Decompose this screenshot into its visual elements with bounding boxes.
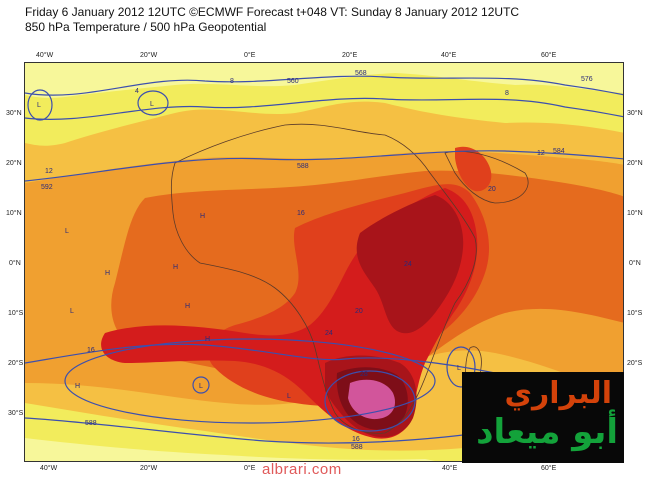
geopotential-cut-off-low	[446, 346, 476, 388]
left-lat-tick: 20°N	[6, 160, 22, 167]
bottom-lon-tick: 60°E	[541, 465, 557, 472]
geopotential-contour-label: 588	[351, 444, 363, 451]
geopotential-contour-label: 584	[553, 148, 565, 155]
left-lat-tick: 10°S	[8, 310, 24, 317]
right-lat-tick: 30°N	[627, 110, 643, 117]
bottom-lon-tick: 0°E	[244, 465, 256, 472]
left-lat-tick: 20°S	[8, 360, 24, 367]
geopotential-contour	[25, 97, 623, 120]
geopotential-contour	[25, 343, 496, 374]
geopotential-cut-off-low	[137, 90, 169, 116]
contour-label-group: 4 8 8 12 12 16 16 16 20 20 24 24 28 588 …	[41, 70, 593, 451]
arabia-coastline	[444, 151, 529, 204]
left-lat-tick: 30°S	[8, 410, 24, 417]
logo-text-line2: أبو ميعاد	[476, 412, 618, 452]
temperature-contour-label: 12	[45, 168, 53, 175]
left-lat-tick: 0°N	[9, 260, 21, 267]
geopotential-inner-ring	[324, 370, 416, 432]
pressure-mark-group: L L H H H L L H H L L L H	[37, 101, 461, 400]
site-url-watermark: albrari.com	[262, 461, 342, 478]
pressure-mark: L	[150, 101, 154, 108]
bottom-lon-tick: 40°E	[442, 465, 458, 472]
temperature-contour-label: 8	[230, 78, 234, 85]
forecast-subtitle: 850 hPa Temperature / 500 hPa Geopotenti…	[25, 20, 267, 34]
right-lat-tick: 20°S	[627, 360, 643, 367]
right-lat-tick: 10°S	[627, 310, 643, 317]
pressure-mark: L	[65, 228, 69, 235]
pressure-mark: H	[185, 303, 190, 310]
top-lon-tick: 40°W	[36, 52, 54, 59]
temperature-band-pale-south	[25, 438, 435, 461]
geopotential-contour	[25, 150, 623, 182]
left-lat-tick: 10°N	[6, 210, 22, 217]
bottom-lon-tick: 20°W	[140, 465, 158, 472]
temperature-contour-label: 24	[404, 261, 412, 268]
temperature-contour-label: 20	[355, 308, 363, 315]
geopotential-cut-off-low	[27, 89, 53, 121]
top-lon-tick: 40°E	[441, 52, 457, 59]
left-lat-tick: 30°N	[6, 110, 22, 117]
top-lon-tick: 20°E	[342, 52, 358, 59]
top-lon-tick: 0°E	[244, 52, 256, 59]
geopotential-contour-label: 588	[297, 163, 309, 170]
geopotential-contour-label: 588	[85, 420, 97, 427]
geopotential-contour	[25, 75, 623, 96]
map-header: Friday 6 January 2012 12UTC ©ECMWF Forec…	[25, 5, 519, 35]
geopotential-contour-label: 568	[355, 70, 367, 77]
temperature-band-pale-north	[25, 63, 623, 98]
geopotential-contours	[25, 75, 623, 444]
bottom-lon-tick: 40°W	[40, 465, 58, 472]
pressure-mark: H	[75, 383, 80, 390]
pressure-mark: L	[287, 393, 291, 400]
geopotential-cut-off-low	[192, 376, 210, 394]
pressure-mark: H	[105, 270, 110, 277]
top-lon-tick: 20°W	[140, 52, 158, 59]
temperature-band-dark-red	[356, 195, 464, 334]
africa-coastline	[170, 123, 477, 434]
geopotential-contour-label: 560	[287, 78, 299, 85]
pressure-mark: L	[70, 308, 74, 315]
temperature-contour-label: 16	[87, 347, 95, 354]
right-lat-tick: 20°N	[627, 160, 643, 167]
temperature-contour-label: 4	[135, 88, 139, 95]
pressure-mark: H	[173, 264, 178, 271]
temperature-contour-label: 16	[297, 210, 305, 217]
weather-map: 4 8 8 12 12 16 16 16 20 20 24 24 28 588 …	[24, 62, 624, 462]
temperature-band-yellow-south	[25, 403, 495, 461]
temperature-contour-label: 28	[360, 371, 368, 378]
top-lon-tick: 60°E	[541, 52, 557, 59]
temperature-band-magenta	[348, 379, 396, 420]
pressure-mark: H	[205, 336, 210, 343]
temperature-contour-label: 24	[325, 330, 333, 337]
pressure-mark: H	[200, 213, 205, 220]
geopotential-low-ring	[64, 338, 436, 424]
temperature-contour-label: 12	[537, 150, 545, 157]
temperature-band-red-east	[455, 146, 492, 192]
temperature-contour-label: 20	[488, 186, 496, 193]
geopotential-contour-label: 592	[41, 184, 53, 191]
right-lat-tick: 0°N	[629, 260, 641, 267]
pressure-mark: L	[457, 365, 461, 372]
forecast-title: Friday 6 January 2012 12UTC ©ECMWF Forec…	[25, 5, 520, 19]
pressure-mark: L	[199, 383, 203, 390]
pressure-mark: L	[37, 102, 41, 109]
temperature-contour-label: 16	[352, 436, 360, 443]
brand-logo: البراري أبو ميعاد	[462, 372, 624, 463]
right-lat-tick: 10°N	[627, 210, 643, 217]
map-canvas: 4 8 8 12 12 16 16 16 20 20 24 24 28 588 …	[25, 63, 623, 461]
temperature-contour-label: 8	[505, 90, 509, 97]
geopotential-contour-label: 576	[581, 76, 593, 83]
logo-text-line1: البراري	[504, 376, 612, 411]
